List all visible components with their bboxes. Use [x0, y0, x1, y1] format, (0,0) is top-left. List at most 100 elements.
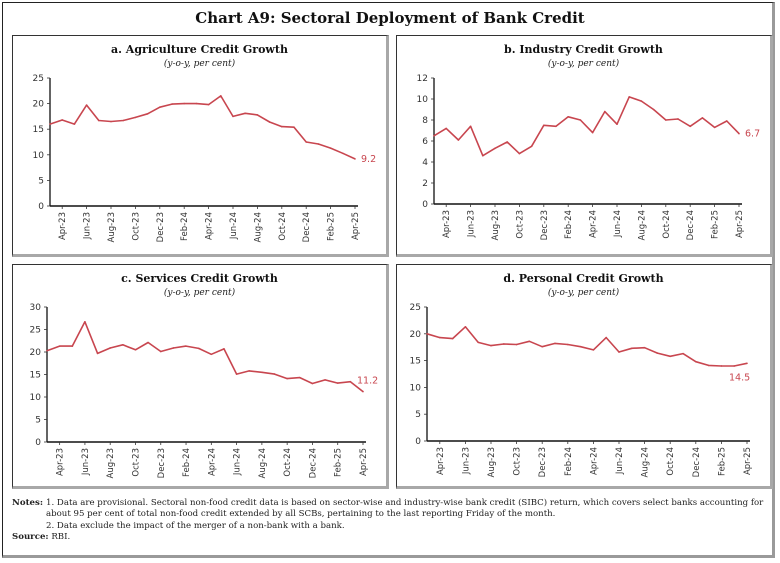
- y-tick-label: 5: [415, 410, 421, 420]
- data-point: [720, 365, 723, 367]
- x-tick-label: Aug-24: [641, 447, 651, 477]
- data-point: [220, 95, 222, 97]
- panel-services: c. Services Credit Growth (y-o-y, per cen…: [12, 264, 389, 489]
- personal-credit-growth-line: [426, 325, 748, 367]
- x-tick-label: Apr-25: [359, 448, 369, 476]
- data-point: [134, 116, 137, 119]
- x-tick-label: Jun-24: [615, 447, 625, 475]
- x-tick-label: Jun-23: [461, 447, 471, 475]
- y-tick-label: 4: [422, 158, 428, 168]
- personal-chart: d. Personal Credit Growth (y-o-y, per cen…: [410, 272, 753, 477]
- data-point: [628, 96, 630, 98]
- x-tick-label: Apr-24: [207, 448, 217, 476]
- panel-subtitle: (y-o-y, per cent): [164, 287, 236, 298]
- x-tick-label: Dec-23: [540, 210, 550, 240]
- data-point: [146, 113, 149, 115]
- y-tick-label: 15: [410, 357, 421, 367]
- y-tick-label: 8: [422, 116, 428, 126]
- data-point: [98, 119, 100, 122]
- y-tick-label: 12: [417, 74, 428, 84]
- data-point: [669, 355, 671, 358]
- x-tick-label: Jun-24: [233, 448, 243, 476]
- data-point: [591, 131, 594, 134]
- x-tick-label: Oct-24: [666, 447, 676, 476]
- data-point: [305, 141, 308, 143]
- x-tick-label: Apr-23: [436, 447, 446, 475]
- data-point: [58, 345, 61, 347]
- data-point: [71, 345, 74, 347]
- x-tick-label: Aug-23: [107, 212, 117, 242]
- x-tick-label: Dec-24: [302, 212, 312, 242]
- data-point: [677, 118, 679, 120]
- end-value-label: 14.5: [729, 372, 750, 383]
- data-point: [506, 141, 508, 143]
- industry-credit-growth-line: [433, 96, 740, 157]
- data-point: [439, 336, 441, 339]
- data-point: [210, 353, 213, 356]
- data-point: [299, 376, 301, 379]
- y-tick-label: 15: [30, 371, 41, 381]
- data-point: [286, 377, 288, 380]
- data-point: [592, 349, 595, 351]
- data-point: [445, 127, 447, 130]
- data-point: [656, 352, 659, 354]
- panel-subtitle: (y-o-y, per cent): [548, 58, 620, 69]
- data-point: [110, 120, 112, 123]
- y-tick-label: 10: [33, 151, 45, 161]
- x-tick-label: Apr-25: [351, 212, 361, 240]
- data-point: [695, 360, 697, 363]
- note-1: 1. Data are provisional. Sectoral non-fo…: [46, 498, 764, 520]
- data-point: [244, 112, 246, 115]
- data-point: [618, 351, 620, 353]
- x-tick-label: Dec-24: [686, 210, 696, 240]
- x-tick-label: Aug-23: [487, 447, 497, 477]
- y-tick-label: 10: [417, 95, 429, 105]
- x-tick-label: Apr-25: [743, 447, 753, 475]
- data-point: [273, 373, 276, 375]
- data-point: [261, 371, 263, 374]
- x-tick-label: Oct-23: [515, 210, 525, 239]
- y-tick-label: 20: [410, 330, 422, 340]
- data-point: [172, 347, 175, 349]
- x-tick-label: Oct-23: [513, 447, 523, 476]
- end-value-label: 11.2: [357, 376, 378, 387]
- data-point: [159, 106, 161, 108]
- data-point: [652, 108, 655, 111]
- x-tick-label: Feb-24: [564, 447, 574, 476]
- y-tick-label: 5: [35, 416, 41, 426]
- x-tick-label: Jun-23: [81, 448, 91, 476]
- x-tick-label: Oct-24: [662, 210, 672, 239]
- x-tick-label: Jun-24: [229, 212, 239, 240]
- y-tick-label: 25: [410, 303, 421, 313]
- x-tick-label: Aug-24: [253, 212, 263, 242]
- data-point: [457, 139, 460, 141]
- data-point: [515, 343, 518, 346]
- data-point: [477, 341, 479, 344]
- x-tick-label: Aug-24: [258, 448, 268, 478]
- data-point: [109, 347, 111, 349]
- panel-subtitle: (y-o-y, per cent): [164, 58, 236, 69]
- data-point: [567, 343, 569, 346]
- y-tick-label: 10: [410, 383, 422, 393]
- data-point: [354, 158, 356, 160]
- data-point: [61, 119, 63, 121]
- y-tick-label: 0: [422, 200, 428, 210]
- data-point: [689, 125, 691, 128]
- x-tick-label: Apr-24: [205, 212, 215, 240]
- panel-title: b. Industry Credit Growth: [504, 43, 663, 56]
- data-point: [433, 134, 435, 137]
- data-point: [469, 125, 472, 128]
- data-point: [631, 347, 633, 350]
- panel-subtitle: (y-o-y, per cent): [548, 287, 620, 298]
- data-point: [235, 373, 238, 375]
- x-tick-label: Apr-23: [58, 212, 68, 240]
- data-point: [490, 344, 492, 347]
- panel-title: c. Services Credit Growth: [121, 272, 278, 285]
- data-point: [494, 147, 496, 150]
- data-point: [541, 345, 543, 348]
- data-point: [451, 337, 454, 340]
- x-tick-label: Dec-23: [157, 448, 167, 478]
- data-point: [530, 145, 533, 148]
- panel-personal: d. Personal Credit Growth (y-o-y, per cen…: [396, 264, 773, 489]
- x-tick-label: Feb-25: [711, 210, 721, 239]
